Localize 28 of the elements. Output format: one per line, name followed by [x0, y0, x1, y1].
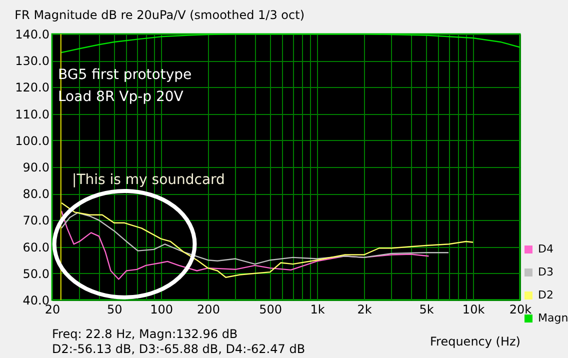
x-tick-label: 1k [310, 302, 325, 316]
x-tick-label: 5k [419, 302, 434, 316]
y-tick-label: 100.0 [15, 134, 50, 148]
y-tick-label: 60.0 [22, 240, 50, 254]
text: D2:-56.13 dB, D3:-65.88 dB, D4:-62.47 dB [52, 342, 306, 356]
x-tick-label: 100 [150, 302, 173, 316]
legend-label: D2 [538, 288, 554, 302]
x-tick-label: 500 [259, 302, 282, 316]
y-tick-label: 90.0 [22, 160, 50, 174]
x-tick-label: 20k [509, 302, 532, 316]
y-tick-label: 140.0 [15, 28, 50, 42]
y-tick-label: 50.0 [22, 266, 50, 281]
chart-title: FR Magnitude dB re 20uPa/V (smoothed 1/3 oct) [14, 8, 305, 22]
x-tick-label: 200 [197, 302, 220, 316]
y-tick-label: 120.0 [15, 80, 50, 95]
y-tick-label: 80.0 [22, 187, 50, 202]
y-tick-label: 130.0 [15, 54, 50, 68]
y-tick-label: 70.0 [22, 214, 50, 228]
legend-label: Magn [538, 312, 568, 324]
x-tick-label: 10k [462, 302, 485, 316]
x-axis-title: Frequency (Hz) [430, 334, 520, 348]
text: Freq: 22.8 Hz, Magn:132.96 dB [52, 327, 238, 341]
annotation: |This is my soundcard [72, 172, 225, 188]
x-tick-label: 50 [106, 302, 122, 316]
legend-label: D4 [538, 242, 554, 256]
x-tick-label: 2k [357, 302, 372, 316]
y-tick-label: 110.0 [15, 107, 50, 122]
legend-label: D3 [538, 266, 554, 278]
